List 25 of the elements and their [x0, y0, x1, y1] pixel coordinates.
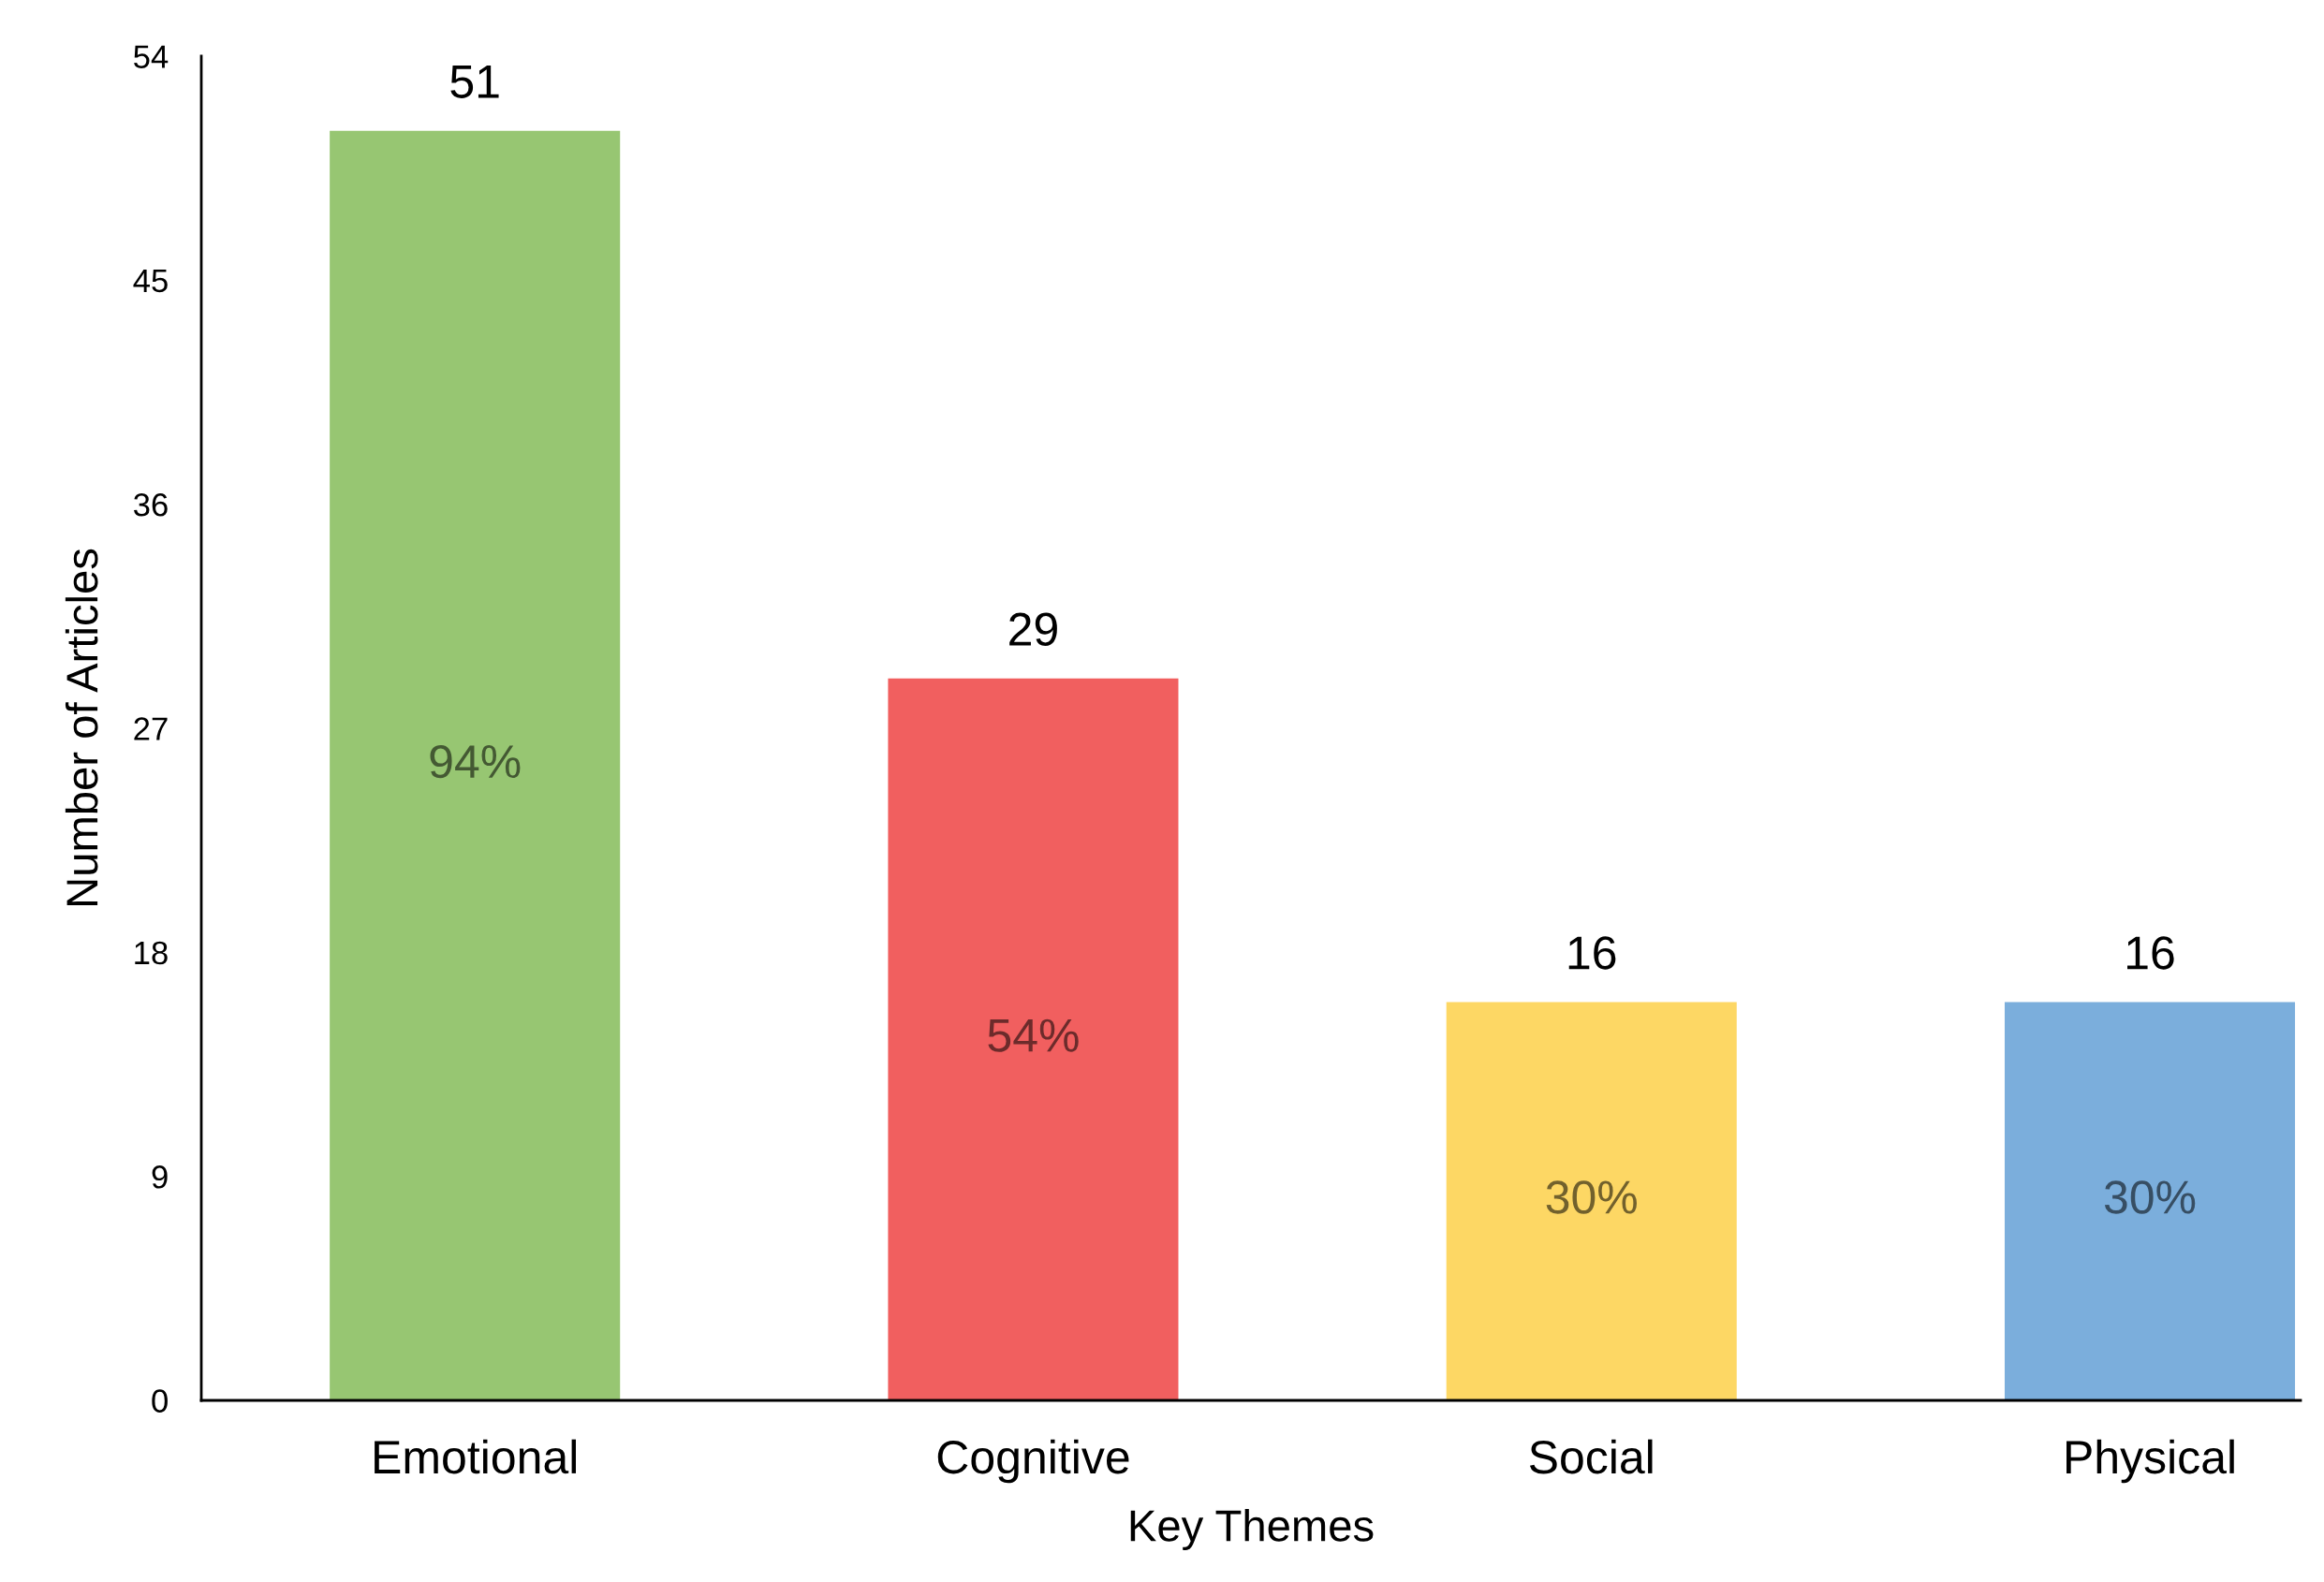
x-tick-label: Physical: [2067, 1439, 2234, 1484]
y-tick-label: 0: [152, 1389, 168, 1413]
data-label: 16: [1568, 936, 1616, 970]
y-tick-label: 27: [134, 717, 168, 740]
data-label: 16: [2127, 936, 2174, 970]
annotation: 30%: [1546, 1180, 1637, 1214]
data-label: 51: [450, 66, 499, 98]
x-tick-label: Social: [1529, 1439, 1653, 1474]
x-axis-title: Key Themes: [1130, 1509, 1374, 1551]
annotation: 94%: [430, 744, 521, 779]
bar: [2004, 1002, 2296, 1400]
bar: [888, 678, 1179, 1400]
y-tick-label: 9: [152, 1165, 168, 1189]
x-tick-label: Cognitive: [937, 1439, 1129, 1484]
annotation: 30%: [2104, 1180, 2196, 1214]
x-tick-label: Emotional: [375, 1439, 577, 1474]
y-axis-title: Number of Articles: [65, 549, 98, 906]
data-label: 29: [1009, 612, 1057, 646]
bar: [330, 130, 621, 1400]
y-tick-label: 45: [133, 270, 168, 293]
annotation: 54%: [988, 1018, 1079, 1052]
y-tick-label: 54: [134, 45, 169, 68]
y-tick-label: 36: [133, 493, 168, 517]
bar: [1446, 1002, 1737, 1400]
y-tick-label: 18: [135, 941, 168, 965]
